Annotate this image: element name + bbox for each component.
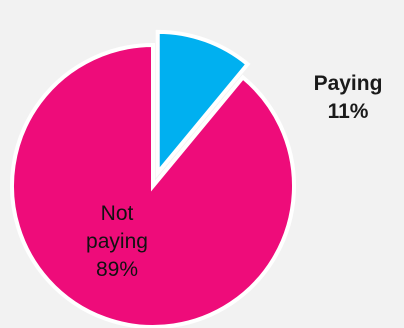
pie-slice-paying <box>155 29 251 179</box>
pie-slice-not-paying <box>10 42 296 328</box>
slice-label-not-paying-word2: paying <box>86 230 148 253</box>
slice-label-paying-name: Paying <box>313 72 383 95</box>
slice-label-not-paying: Not paying 89% <box>62 200 172 284</box>
slice-label-not-paying-value: 89% <box>95 258 139 281</box>
slice-label-paying-value: 11% <box>327 100 369 123</box>
slice-label-paying: Paying 11% <box>292 70 404 126</box>
slice-label-not-paying-word1: Not <box>100 202 134 225</box>
